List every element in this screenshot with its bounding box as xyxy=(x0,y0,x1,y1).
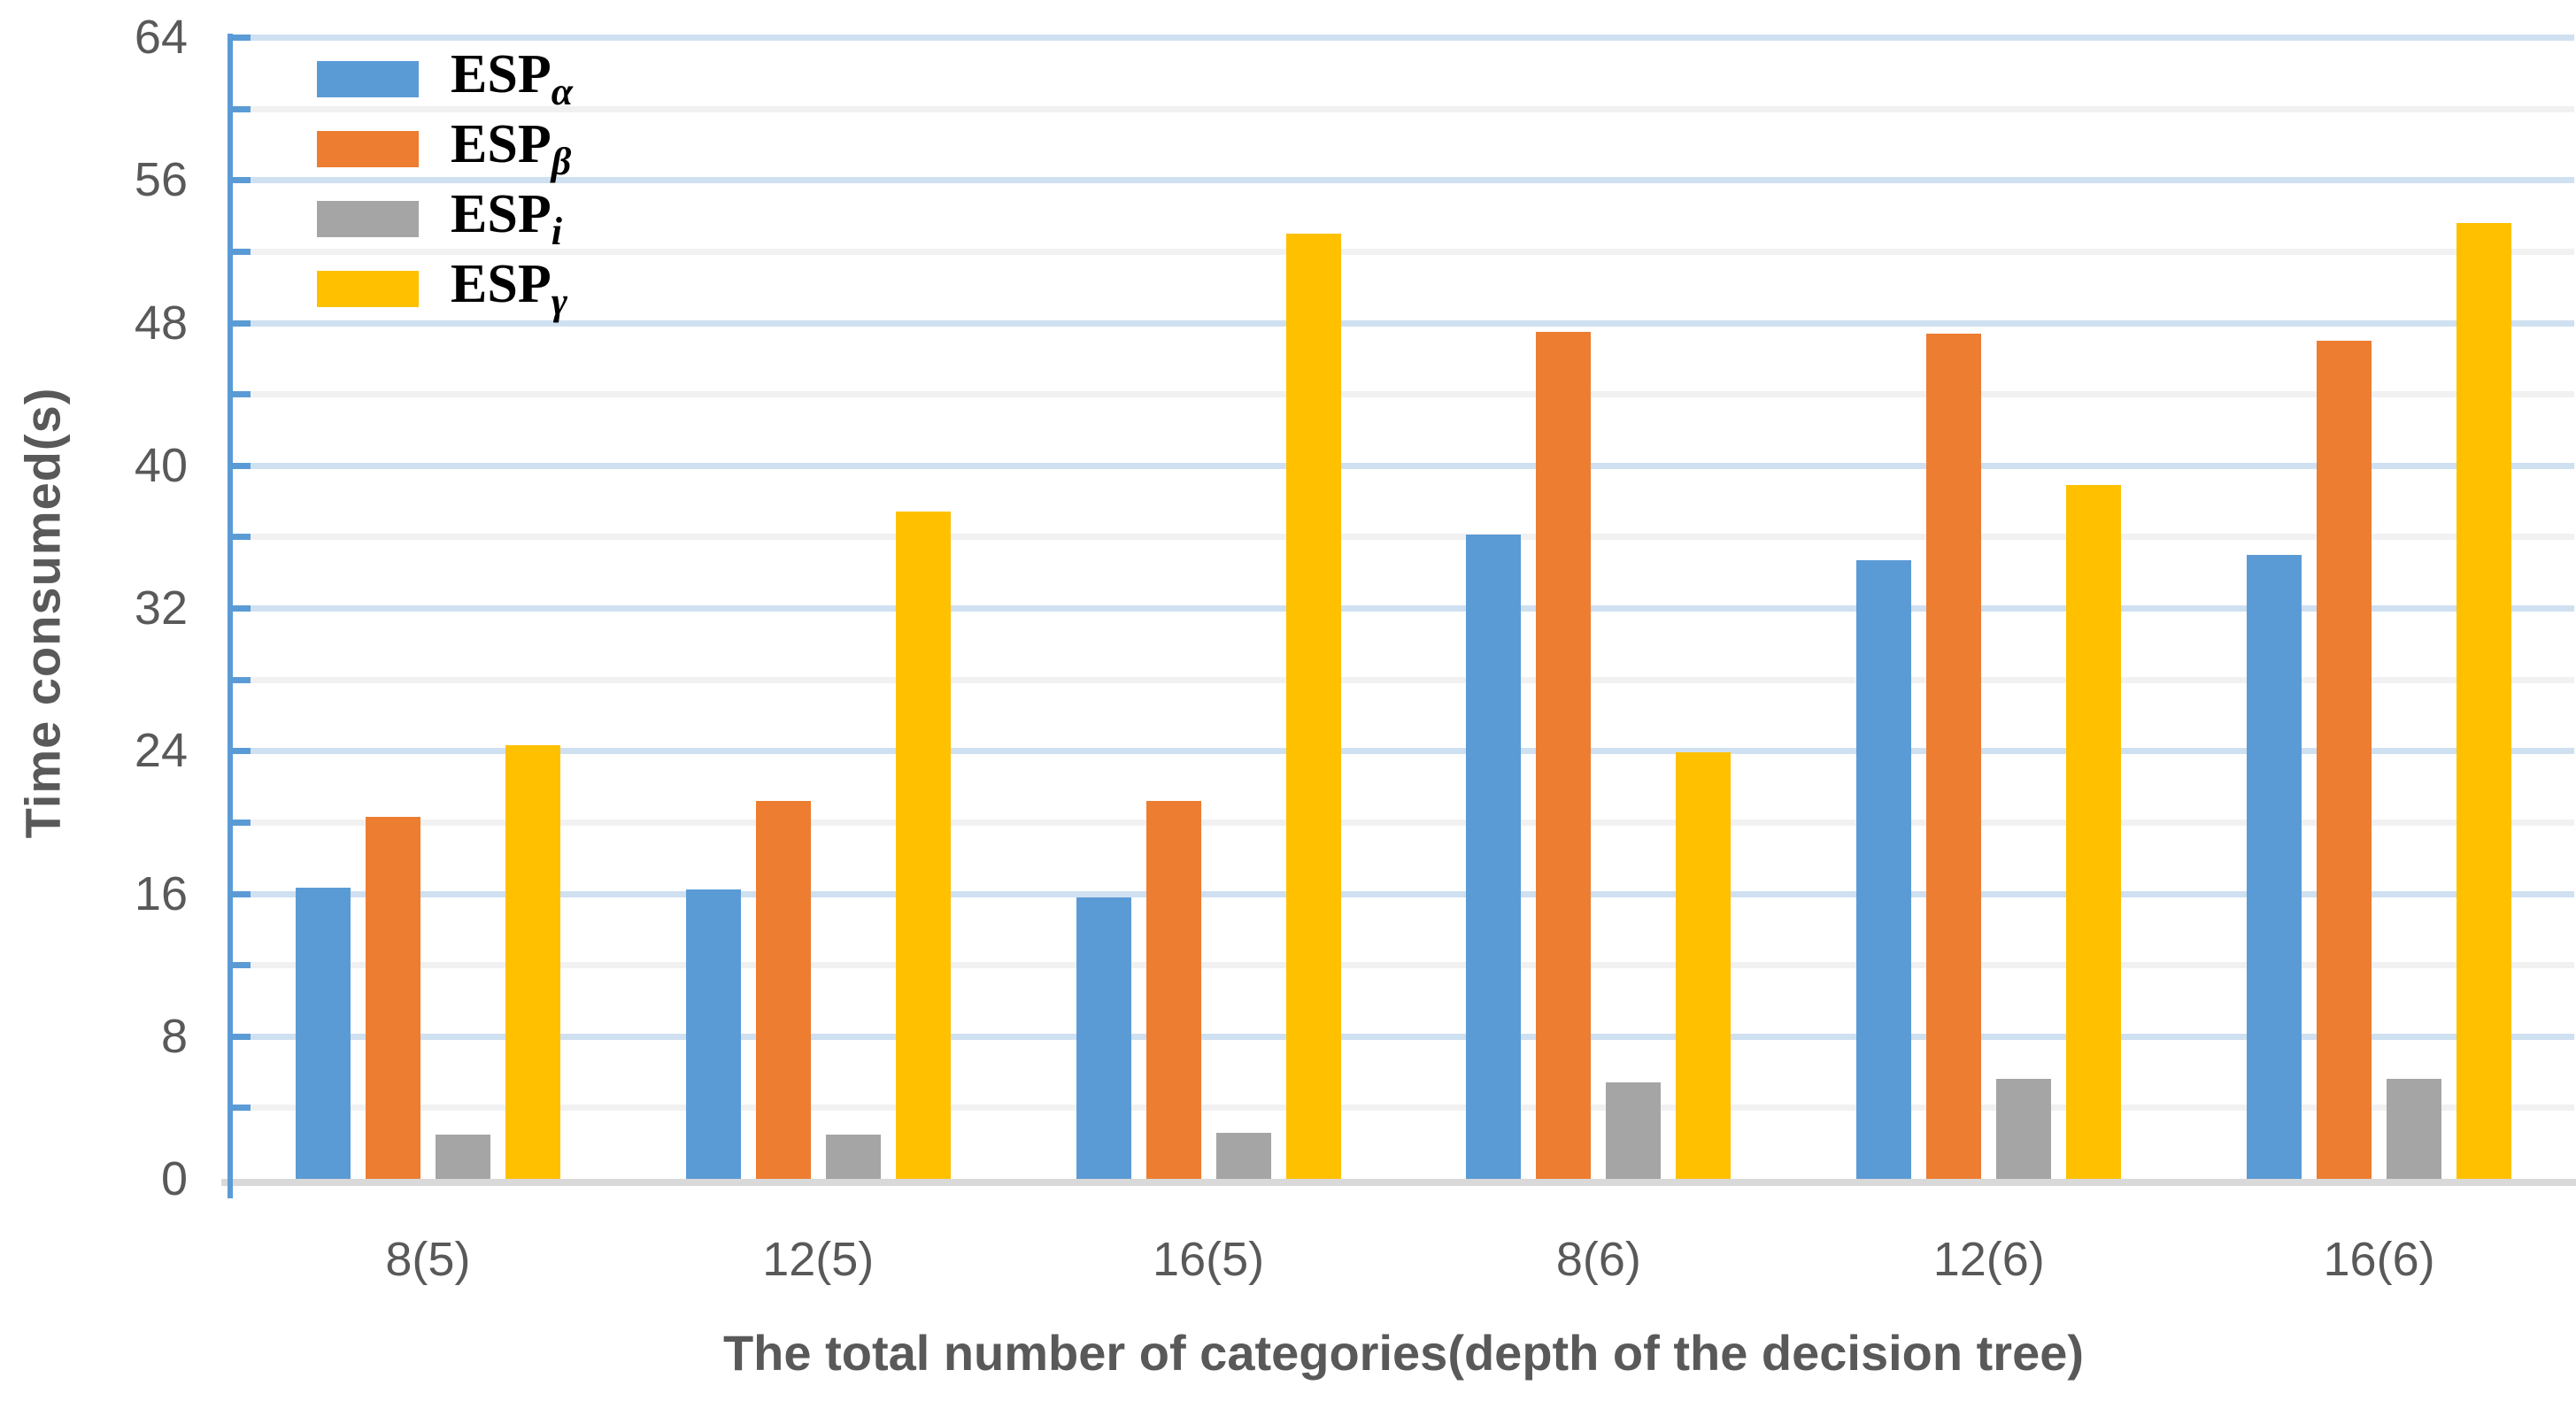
bar-ESP_i-16(5) xyxy=(1215,1133,1271,1179)
bar-ESP_gamma-12(5) xyxy=(895,512,951,1179)
legend-swatch-ESP_i xyxy=(317,201,419,237)
y-tick-mark-20 xyxy=(233,820,251,826)
bar-ESP_beta-16(6) xyxy=(2317,341,2372,1179)
x-tick-label-16(6): 16(6) xyxy=(2323,1233,2435,1286)
legend: ESPα ESPβ ESPi ESPγ xyxy=(317,44,573,324)
x-tick-label-12(6): 12(6) xyxy=(1932,1233,2045,1286)
bar-ESP_beta-8(6) xyxy=(1536,332,1592,1179)
bar-ESP_gamma-12(6) xyxy=(2066,485,2122,1179)
bar-ESP_alpha-12(5) xyxy=(685,889,741,1179)
legend-item-ESP_alpha: ESPα xyxy=(317,44,573,114)
gridline-52 xyxy=(233,249,2574,255)
gridline-60 xyxy=(233,106,2574,112)
x-axis-baseline xyxy=(221,1179,2576,1186)
bar-ESP_beta-16(5) xyxy=(1145,801,1201,1179)
x-tick-label-16(5): 16(5) xyxy=(1153,1233,1265,1286)
bar-ESP_gamma-8(5) xyxy=(505,745,560,1179)
bar-ESP_beta-12(5) xyxy=(755,801,811,1179)
bar-ESP_i-12(6) xyxy=(1996,1079,2052,1179)
bar-ESP_gamma-16(5) xyxy=(1285,234,1341,1179)
y-tick-label-16: 16 xyxy=(134,866,188,920)
y-tick-label-24: 24 xyxy=(134,724,188,778)
gridline-44 xyxy=(233,391,2574,397)
bar-ESP_gamma-16(6) xyxy=(2456,223,2512,1179)
legend-item-ESP_gamma: ESPγ xyxy=(317,254,573,324)
bar-ESP_alpha-12(6) xyxy=(1856,560,1912,1179)
y-tick-label-48: 48 xyxy=(134,296,188,350)
gridline-20 xyxy=(233,820,2574,826)
bar-group-12(5) xyxy=(623,37,1014,1179)
y-tick-mark-24 xyxy=(233,748,251,754)
x-tick-label-8(6): 8(6) xyxy=(1555,1233,1641,1286)
y-tick-mark-12 xyxy=(233,962,251,968)
y-tick-mark-48 xyxy=(233,320,251,327)
bar-ESP_i-8(6) xyxy=(1606,1082,1662,1179)
y-tick-label-32: 32 xyxy=(134,581,188,635)
y-tick-label-64: 64 xyxy=(134,11,188,64)
bar-ESP_i-16(6) xyxy=(2387,1079,2442,1179)
y-tick-label-56: 56 xyxy=(134,153,188,207)
y-tick-label-40: 40 xyxy=(134,438,188,492)
y-tick-mark-44 xyxy=(233,391,251,397)
y-axis-line xyxy=(228,34,233,1198)
y-tick-mark-16 xyxy=(233,891,251,897)
gridline-28 xyxy=(233,677,2574,683)
y-tick-label-8: 8 xyxy=(160,1009,188,1063)
y-tick-mark-64 xyxy=(233,35,251,41)
bar-ESP_alpha-16(5) xyxy=(1076,897,1131,1179)
gridline-40 xyxy=(233,463,2574,469)
bar-group-16(6) xyxy=(2184,37,2574,1179)
gridline-8 xyxy=(233,1034,2574,1040)
x-tick-label-8(5): 8(5) xyxy=(385,1233,471,1286)
gridline-48 xyxy=(233,320,2574,327)
gridline-64 xyxy=(233,35,2574,41)
gridline-56 xyxy=(233,177,2574,183)
x-tick-label-12(5): 12(5) xyxy=(762,1233,875,1286)
bar-group-12(6) xyxy=(1793,37,2184,1179)
y-tick-mark-56 xyxy=(233,177,251,183)
y-tick-mark-36 xyxy=(233,534,251,540)
bar-ESP_gamma-8(6) xyxy=(1676,752,1731,1179)
y-tick-mark-28 xyxy=(233,677,251,683)
y-tick-mark-4 xyxy=(233,1105,251,1111)
legend-swatch-ESP_beta xyxy=(317,131,419,167)
bar-ESP_i-12(5) xyxy=(825,1135,881,1179)
y-tick-mark-52 xyxy=(233,249,251,255)
legend-item-ESP_beta: ESPβ xyxy=(317,114,573,184)
bar-group-16(5) xyxy=(1014,37,1404,1179)
gridline-12 xyxy=(233,962,2574,968)
legend-swatch-ESP_alpha xyxy=(317,61,419,97)
plot-area xyxy=(233,37,2574,1179)
legend-label-ESP_beta: ESPβ xyxy=(451,114,572,183)
y-tick-label-0: 0 xyxy=(160,1152,188,1205)
gridline-24 xyxy=(233,748,2574,754)
legend-swatch-ESP_gamma xyxy=(317,271,419,307)
bar-ESP_alpha-16(6) xyxy=(2247,555,2302,1179)
x-tick-labels: 8(5) 12(5) 16(5) 8(6) 12(6) 16(6) xyxy=(233,1232,2574,1287)
gridline-36 xyxy=(233,534,2574,540)
legend-item-ESP_i: ESPi xyxy=(317,184,573,254)
legend-label-ESP_gamma: ESPγ xyxy=(451,254,568,323)
legend-label-ESP_i: ESPi xyxy=(451,184,562,253)
y-tick-mark-8 xyxy=(233,1034,251,1040)
gridline-16 xyxy=(233,891,2574,897)
x-axis-title: The total number of categories(depth of … xyxy=(722,1325,2085,1381)
y-tick-mark-60 xyxy=(233,106,251,112)
bar-group-8(6) xyxy=(1403,37,1793,1179)
gridline-32 xyxy=(233,605,2574,612)
bar-ESP_beta-12(6) xyxy=(1926,334,1982,1179)
bar-ESP_alpha-8(5) xyxy=(295,888,351,1179)
bar-ESP_i-8(5) xyxy=(435,1135,490,1179)
bar-ESP_beta-8(5) xyxy=(365,817,420,1179)
bar-group-8(5) xyxy=(233,37,623,1179)
legend-label-ESP_alpha: ESPα xyxy=(451,44,574,113)
y-tick-mark-40 xyxy=(233,463,251,469)
gridline-4 xyxy=(233,1105,2574,1111)
y-tick-mark-32 xyxy=(233,605,251,612)
bar-ESP_alpha-8(6) xyxy=(1466,535,1522,1179)
y-axis-title: Time consumed(s) xyxy=(14,387,71,839)
